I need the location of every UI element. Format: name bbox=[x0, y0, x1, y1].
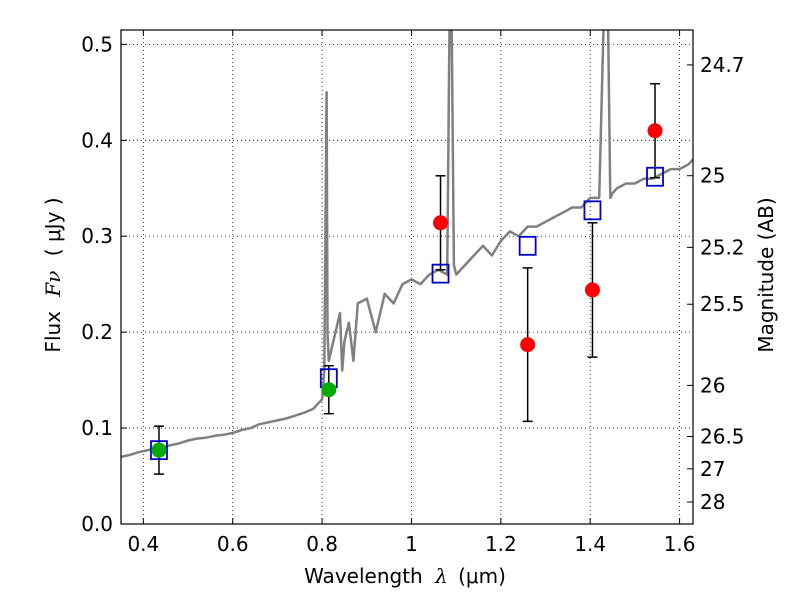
y-axis-label-symbol: Fν bbox=[41, 271, 65, 298]
y2-axis-label: Magnitude (AB) bbox=[754, 197, 778, 352]
reference-point bbox=[321, 382, 337, 398]
x-axis-label: Wavelength λ (μm) bbox=[304, 564, 506, 588]
y-axis-label-unit: ( μJy ) bbox=[41, 197, 65, 256]
detection-point bbox=[584, 282, 600, 298]
model-band-square bbox=[646, 166, 664, 187]
x-axis-label-symbol: λ bbox=[434, 564, 448, 588]
x-tick-label: 0.6 bbox=[217, 532, 249, 556]
y2-tick-label: 25 bbox=[700, 164, 725, 188]
y2-tick-label: 25.2 bbox=[700, 235, 745, 259]
y-tick-label: 0.0 bbox=[81, 512, 113, 536]
x-tick-label: 0.4 bbox=[127, 532, 159, 556]
grid bbox=[121, 30, 693, 525]
y2-tick-label: 25.5 bbox=[700, 292, 745, 316]
model-band-square bbox=[431, 263, 450, 284]
y-axis-label-text: Flux bbox=[41, 311, 65, 353]
x-tick-label: 0.8 bbox=[306, 532, 338, 556]
y-axis-label: Flux Fν ( μJy ) bbox=[41, 197, 65, 352]
model-band-square bbox=[518, 235, 537, 256]
y2-tick-label: 27 bbox=[700, 457, 725, 481]
y-tick-label: 0.4 bbox=[81, 128, 113, 152]
x-axis-label-unit: (μm) bbox=[458, 564, 506, 588]
markers bbox=[150, 82, 664, 475]
model-band-square bbox=[150, 440, 168, 461]
y-tick-label: 0.5 bbox=[81, 32, 113, 56]
y2-tick-label: 26 bbox=[700, 373, 725, 397]
y2-tick-label: 24.7 bbox=[700, 53, 745, 77]
detection-point bbox=[647, 123, 663, 139]
x-axis-label-text: Wavelength bbox=[304, 564, 423, 588]
detection-point bbox=[433, 215, 449, 231]
x-tick-label: 1.2 bbox=[485, 532, 517, 556]
model-spectrum-line bbox=[121, 30, 693, 459]
y-tick-label: 0.1 bbox=[81, 416, 113, 440]
reference-point bbox=[151, 442, 167, 458]
x-tick-label: 1 bbox=[405, 532, 418, 556]
plot-frame bbox=[120, 29, 694, 525]
y2-tick-label: 26.5 bbox=[700, 425, 745, 449]
plot-area bbox=[121, 30, 693, 459]
ticks: 0.4 0.6 0.8 1 1.2 1.4 1.6 0.0 0.1 0.2 0.3 0.4 0.5 24.… bbox=[81, 30, 745, 556]
x-tick-label: 1.6 bbox=[664, 532, 696, 556]
detection-point bbox=[520, 337, 536, 353]
model-band-square bbox=[583, 200, 602, 221]
y2-tick-label: 28 bbox=[700, 490, 725, 514]
y-tick-label: 0.2 bbox=[81, 320, 113, 344]
x-tick-label: 1.4 bbox=[574, 532, 606, 556]
y-tick-label: 0.3 bbox=[81, 224, 113, 248]
